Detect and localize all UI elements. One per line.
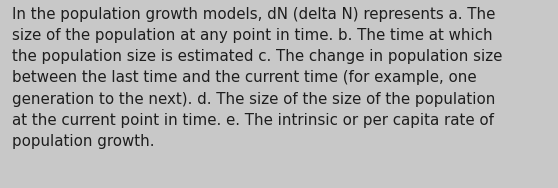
- Text: In the population growth models, dN (delta N) represents a. The
size of the popu: In the population growth models, dN (del…: [12, 7, 503, 149]
